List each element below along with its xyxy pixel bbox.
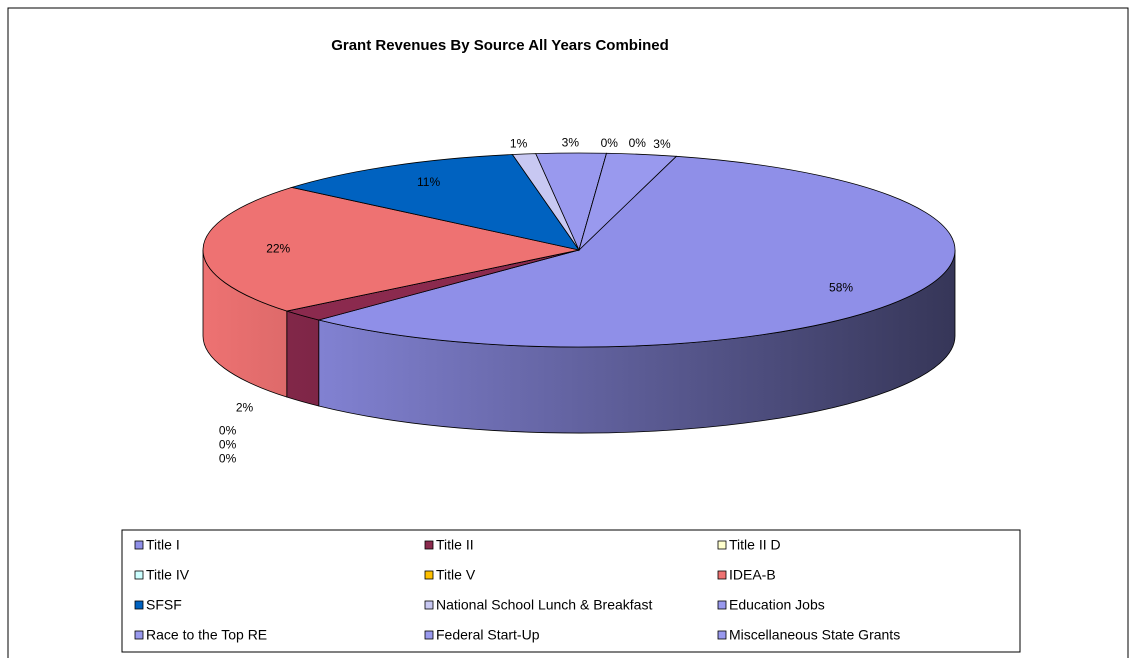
data-label: 2% [236, 400, 254, 414]
legend-swatch [134, 540, 144, 550]
legend-swatch [134, 570, 144, 580]
chart-title: Grant Revenues By Source All Years Combi… [331, 37, 669, 54]
legend-label: Title IV [146, 567, 190, 583]
pie-slice [202, 186, 580, 312]
legend-label: Education Jobs [729, 597, 825, 613]
data-label: 3% [653, 137, 671, 151]
data-label: 0% [629, 136, 647, 150]
data-label: 1% [510, 137, 528, 151]
legend-label: Title II D [729, 537, 781, 553]
pie-slice-side [286, 310, 320, 407]
data-label: 58% [829, 280, 853, 294]
legend-label: Title V [436, 567, 476, 583]
legend-swatch [134, 630, 144, 640]
legend-box [121, 529, 1021, 653]
legend-swatch [717, 570, 727, 580]
legend-swatch [134, 600, 144, 610]
legend-swatch [717, 630, 727, 640]
legend-swatch [424, 600, 434, 610]
pie-slice [578, 152, 678, 252]
data-label: 0% [219, 437, 237, 451]
legend-swatch [717, 540, 727, 550]
data-label: 0% [219, 423, 237, 437]
legend-swatch [424, 570, 434, 580]
legend-label: Title II [436, 537, 474, 553]
data-label: 0% [601, 136, 619, 150]
data-label: 11% [417, 175, 440, 189]
legend-label: Federal Start-Up [436, 627, 540, 643]
legend-swatch [717, 600, 727, 610]
data-label: 0% [219, 451, 237, 465]
data-label: 3% [562, 135, 580, 149]
legend-label: Race to the Top RE [146, 627, 267, 643]
legend-label: IDEA-B [729, 567, 776, 583]
legend-label: Title I [146, 537, 180, 553]
pie-slice [318, 155, 956, 348]
pie-slice [290, 154, 580, 251]
legend-swatch [424, 630, 434, 640]
legend-swatch [424, 540, 434, 550]
legend-label: National School Lunch & Breakfast [436, 597, 652, 613]
legend-label: Miscellaneous State Grants [729, 627, 900, 643]
data-label: 22% [266, 241, 290, 255]
legend-label: SFSF [146, 597, 182, 613]
